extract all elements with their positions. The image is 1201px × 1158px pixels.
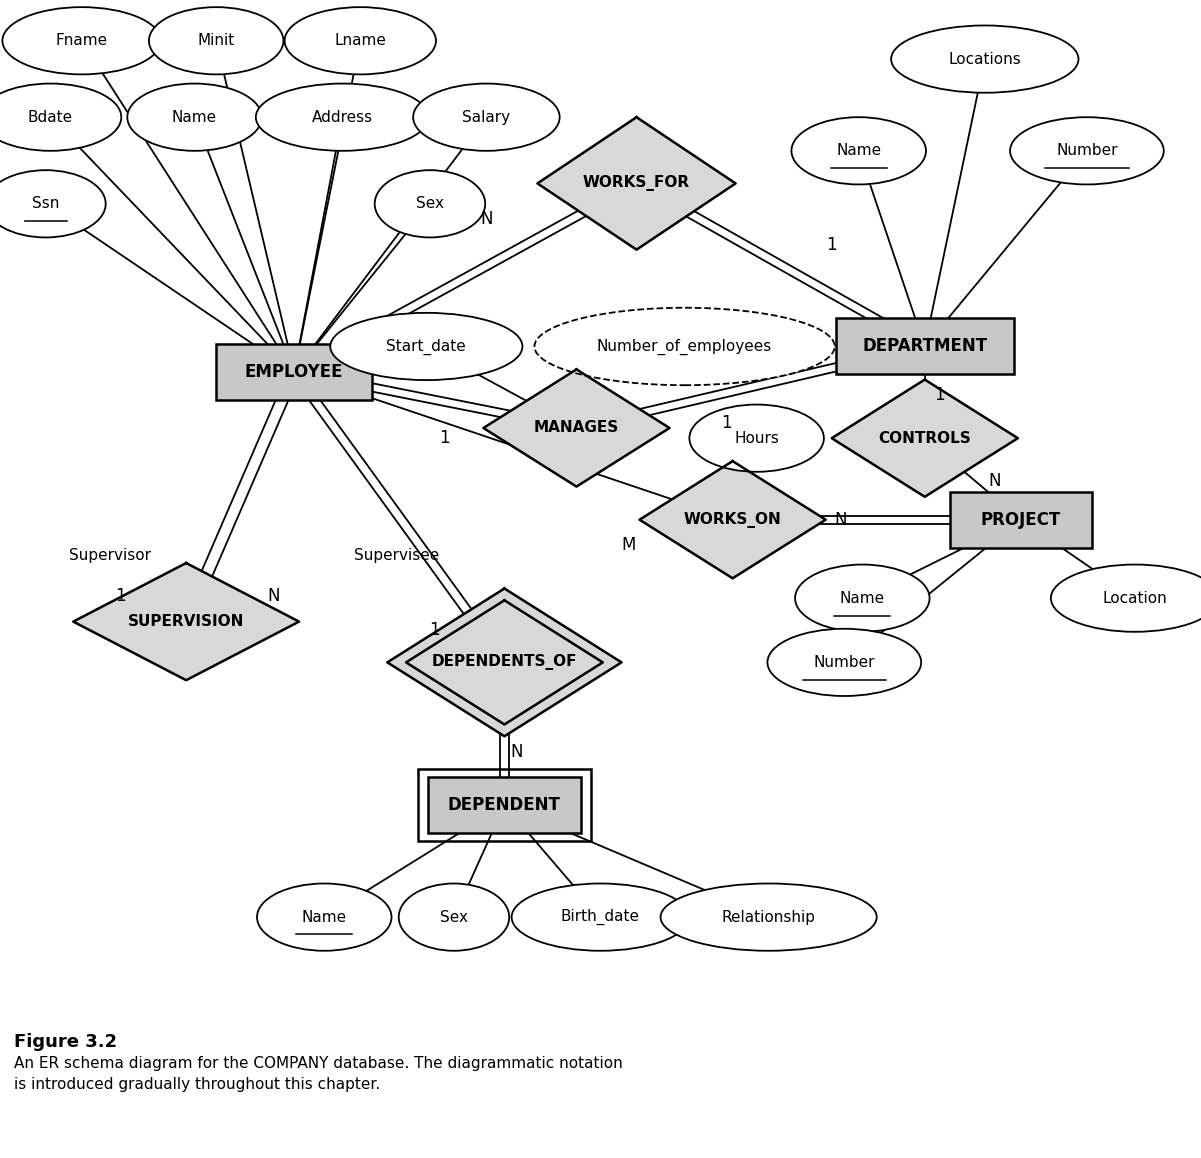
Text: MANAGES: MANAGES: [534, 420, 619, 435]
Text: is introduced gradually throughout this chapter.: is introduced gradually throughout this …: [14, 1077, 381, 1092]
Text: Sex: Sex: [416, 197, 444, 211]
Text: 1: 1: [934, 387, 944, 404]
Text: N: N: [480, 210, 492, 228]
Text: 1: 1: [430, 621, 440, 639]
Ellipse shape: [767, 629, 921, 696]
Bar: [428, 777, 581, 833]
Text: Fname: Fname: [55, 34, 108, 49]
Text: M: M: [621, 536, 635, 555]
Text: DEPENDENT: DEPENDENT: [448, 796, 561, 814]
Ellipse shape: [0, 170, 106, 237]
Text: Salary: Salary: [462, 110, 510, 125]
Bar: [216, 344, 372, 400]
Ellipse shape: [256, 83, 429, 151]
Ellipse shape: [285, 7, 436, 74]
Ellipse shape: [795, 565, 930, 632]
Polygon shape: [387, 588, 622, 736]
Ellipse shape: [534, 308, 835, 386]
Text: Minit: Minit: [197, 34, 235, 49]
Polygon shape: [73, 563, 299, 680]
Text: PROJECT: PROJECT: [981, 511, 1060, 529]
Text: DEPARTMENT: DEPARTMENT: [862, 337, 987, 356]
Ellipse shape: [661, 884, 877, 951]
Ellipse shape: [689, 404, 824, 471]
Text: WORKS_FOR: WORKS_FOR: [582, 175, 691, 191]
Polygon shape: [483, 369, 670, 486]
Ellipse shape: [1051, 565, 1201, 632]
Text: Start_date: Start_date: [387, 338, 466, 354]
Polygon shape: [538, 117, 735, 250]
Text: 1: 1: [826, 235, 836, 254]
Text: Number: Number: [813, 655, 876, 669]
Text: Number: Number: [1056, 144, 1118, 159]
Text: Locations: Locations: [949, 52, 1021, 67]
Text: N: N: [268, 587, 280, 606]
Text: N: N: [835, 511, 847, 529]
Text: Name: Name: [172, 110, 217, 125]
Ellipse shape: [413, 83, 560, 151]
Text: EMPLOYEE: EMPLOYEE: [245, 362, 343, 381]
Ellipse shape: [791, 117, 926, 184]
Text: Location: Location: [1103, 591, 1167, 606]
Text: 1: 1: [440, 430, 449, 447]
Ellipse shape: [375, 170, 485, 237]
Text: Sex: Sex: [440, 910, 468, 924]
Ellipse shape: [257, 884, 392, 951]
Ellipse shape: [330, 313, 522, 380]
Ellipse shape: [0, 83, 121, 151]
Bar: [418, 769, 591, 841]
Text: Relationship: Relationship: [722, 910, 815, 924]
Ellipse shape: [2, 7, 161, 74]
Text: 1: 1: [115, 587, 125, 606]
Text: Birth_date: Birth_date: [561, 909, 640, 925]
Bar: [836, 318, 1014, 374]
Text: Figure 3.2: Figure 3.2: [14, 1033, 118, 1051]
Bar: [950, 492, 1092, 548]
Ellipse shape: [891, 25, 1078, 93]
Text: Name: Name: [836, 144, 882, 159]
Text: Address: Address: [312, 110, 372, 125]
Text: Bdate: Bdate: [28, 110, 73, 125]
Text: Supervisor: Supervisor: [70, 548, 151, 563]
Text: WORKS_ON: WORKS_ON: [683, 512, 782, 528]
Text: An ER schema diagram for the COMPANY database. The diagrammatic notation: An ER schema diagram for the COMPANY dat…: [14, 1056, 623, 1071]
Text: CONTROLS: CONTROLS: [878, 431, 972, 446]
Text: DEPENDENTS_OF: DEPENDENTS_OF: [431, 654, 578, 670]
Text: SUPERVISION: SUPERVISION: [129, 614, 244, 629]
Text: Ssn: Ssn: [32, 197, 59, 211]
Text: Name: Name: [839, 591, 885, 606]
Text: Name: Name: [301, 910, 347, 924]
Text: Supervisee: Supervisee: [354, 548, 438, 563]
Ellipse shape: [149, 7, 283, 74]
Text: Lname: Lname: [334, 34, 387, 49]
Text: 1: 1: [722, 413, 731, 432]
Text: N: N: [988, 472, 1000, 490]
Text: Hours: Hours: [734, 431, 779, 446]
Polygon shape: [831, 380, 1018, 497]
Ellipse shape: [399, 884, 509, 951]
Ellipse shape: [127, 83, 262, 151]
Polygon shape: [639, 461, 826, 578]
Text: N: N: [510, 743, 522, 761]
Ellipse shape: [512, 884, 689, 951]
Text: Number_of_employees: Number_of_employees: [597, 338, 772, 354]
Ellipse shape: [1010, 117, 1164, 184]
